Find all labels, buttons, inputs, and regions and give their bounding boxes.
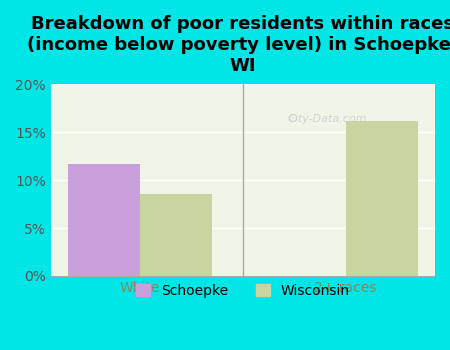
- Text: City-Data.com: City-Data.com: [288, 114, 367, 124]
- Bar: [346, 121, 418, 276]
- Legend: Schoepke, Wisconsin: Schoepke, Wisconsin: [130, 278, 356, 303]
- Bar: [140, 194, 212, 276]
- Text: ⊙: ⊙: [288, 112, 298, 125]
- Title: Breakdown of poor residents within races
(income below poverty level) in Schoepk: Breakdown of poor residents within races…: [27, 15, 450, 75]
- Bar: [68, 164, 140, 276]
